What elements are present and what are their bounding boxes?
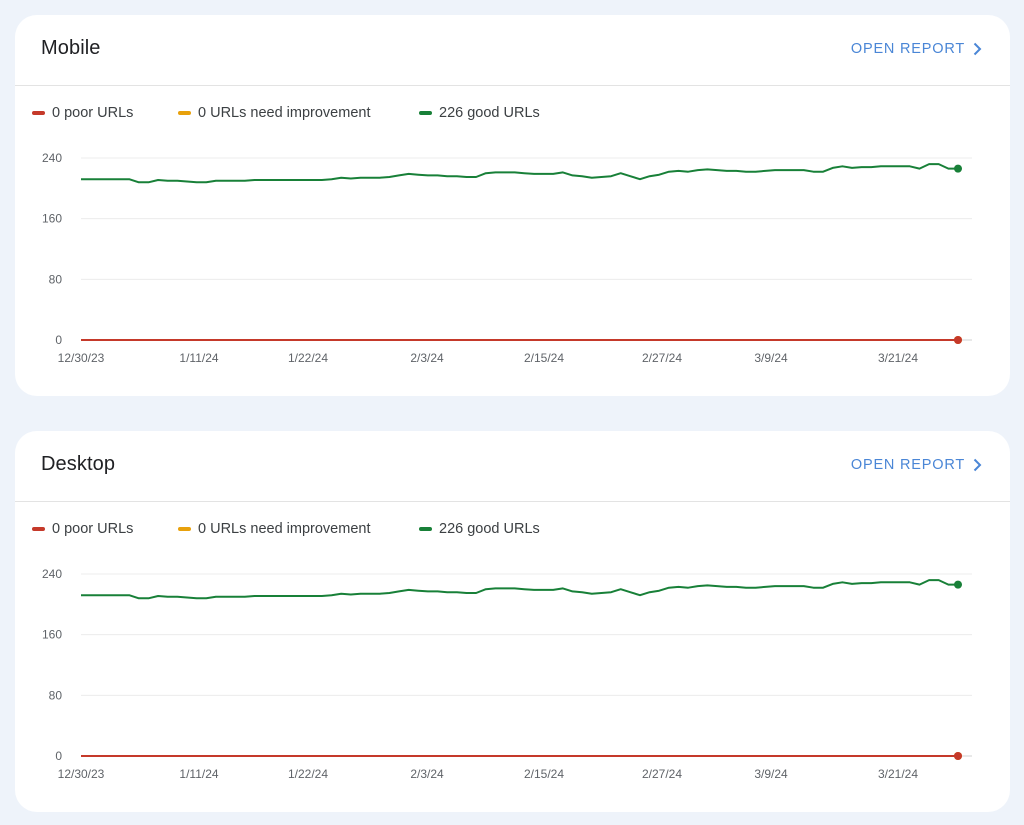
legend-item-poor[interactable]: 0 poor URLs [32, 105, 178, 121]
x-tick-label: 3/9/24 [754, 351, 788, 365]
series-line-good-urls [81, 579, 958, 600]
card-header: Mobile OPEN REPORT [15, 15, 1010, 86]
y-tick-label: 240 [42, 151, 62, 165]
chevron-right-icon [973, 42, 982, 56]
legend-item-good[interactable]: 226 good URLs [419, 105, 579, 121]
legend-swatch-need-improvement [178, 111, 191, 115]
x-tick-label: 2/27/24 [642, 351, 682, 365]
legend-label-poor: 0 poor URLs [52, 521, 134, 537]
legend-swatch-poor [32, 527, 45, 531]
card-header: Desktop OPEN REPORT [15, 431, 1010, 502]
legend-item-need-improvement[interactable]: 0 URLs need improvement [178, 521, 419, 537]
x-tick-label: 12/30/23 [58, 767, 105, 781]
series-endpoint-good-urls [954, 580, 962, 589]
desktop-line-chart: 0 80 160 240 12/30/23 1/11/24 1/22/24 2/3/24 2/1… [42, 567, 972, 781]
y-tick-label: 0 [55, 333, 62, 347]
open-report-label: OPEN REPORT [850, 457, 965, 473]
y-tick-label: 160 [42, 628, 62, 642]
x-tick-label: 1/11/24 [179, 767, 218, 781]
legend-swatch-need-improvement [178, 527, 191, 531]
open-report-link[interactable]: OPEN REPORT [851, 41, 982, 57]
y-tick-label: 240 [42, 567, 62, 581]
x-tick-label: 3/21/24 [878, 351, 918, 365]
x-tick-label: 3/9/24 [754, 767, 788, 781]
series-endpoint-poor-urls [954, 336, 962, 344]
x-tick-label: 1/22/24 [288, 767, 328, 781]
card-title: Mobile [41, 37, 101, 59]
legend-item-poor[interactable]: 0 poor URLs [32, 521, 178, 537]
x-tick-label: 2/3/24 [410, 767, 444, 781]
series-endpoint-poor-urls [954, 752, 962, 760]
legend-swatch-poor [32, 111, 45, 115]
x-tick-label: 1/22/24 [288, 351, 328, 365]
y-tick-label: 0 [55, 749, 62, 763]
x-tick-label: 2/3/24 [410, 351, 444, 365]
legend-label-good: 226 good URLs [439, 105, 540, 121]
open-report-label: OPEN REPORT [850, 41, 965, 57]
legend-swatch-good [419, 111, 432, 115]
x-tick-label: 2/15/24 [524, 767, 564, 781]
legend-label-poor: 0 poor URLs [52, 105, 134, 121]
desktop-card: Desktop OPEN REPORT 0 poor URLs 0 URLs n… [15, 431, 1010, 812]
x-tick-label: 2/15/24 [524, 351, 564, 365]
legend-item-need-improvement[interactable]: 0 URLs need improvement [178, 105, 419, 121]
chevron-right-icon [973, 458, 982, 472]
card-title: Desktop [41, 453, 116, 475]
legend-label-good: 226 good URLs [439, 521, 540, 537]
mobile-line-chart: 0 80 160 240 12/30/23 1/11/24 1/22/24 2/3/24 2/1… [42, 151, 972, 365]
legend-item-good[interactable]: 226 good URLs [419, 521, 579, 537]
open-report-link[interactable]: OPEN REPORT [851, 457, 982, 473]
legend-swatch-good [419, 527, 432, 531]
x-tick-label: 12/30/23 [58, 351, 105, 365]
y-tick-label: 80 [49, 688, 63, 702]
series-endpoint-good-urls [954, 164, 962, 173]
y-tick-label: 160 [42, 212, 62, 226]
chart-legend: 0 poor URLs 0 URLs need improvement 226 … [32, 103, 579, 123]
x-tick-label: 2/27/24 [642, 767, 682, 781]
chart-legend: 0 poor URLs 0 URLs need improvement 226 … [32, 519, 579, 539]
legend-label-need-improvement: 0 URLs need improvement [198, 105, 371, 121]
x-tick-label: 3/21/24 [878, 767, 918, 781]
x-tick-label: 1/11/24 [179, 351, 218, 365]
y-tick-label: 80 [49, 272, 63, 286]
mobile-card: Mobile OPEN REPORT 0 poor URLs 0 URLs ne… [15, 15, 1010, 396]
series-line-good-urls [81, 163, 958, 184]
legend-label-need-improvement: 0 URLs need improvement [198, 521, 371, 537]
